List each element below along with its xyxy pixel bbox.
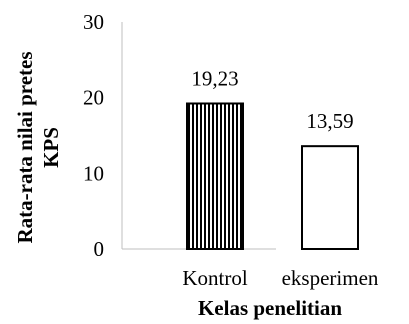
y-tick-label: 10 xyxy=(83,161,104,185)
data-label: 19,23 xyxy=(191,66,238,90)
x-axis-title: Kelas penelitian xyxy=(198,296,342,320)
bars xyxy=(186,102,359,251)
bar-eksperimen xyxy=(301,145,359,251)
y-tick-label: 30 xyxy=(83,10,104,34)
data-labels: 19,23 13,59 xyxy=(191,66,353,133)
y-axis-title-line: KPS xyxy=(39,127,63,168)
y-axis-title: Rata-rata nilai pretes KPS xyxy=(13,51,63,243)
x-tick-labels: Kontrol eksperimen xyxy=(182,266,379,290)
y-axis-title-line: Rata-rata nilai pretes xyxy=(13,51,37,243)
bar-kontrol xyxy=(186,102,244,250)
data-label: 13,59 xyxy=(306,109,353,133)
x-tick-label: Kontrol xyxy=(182,266,247,290)
y-tick-label: 20 xyxy=(83,86,104,110)
y-tick-label: 0 xyxy=(94,237,105,261)
y-axis: 0 10 20 30 xyxy=(83,10,123,261)
x-tick-label: eksperimen xyxy=(282,266,379,290)
